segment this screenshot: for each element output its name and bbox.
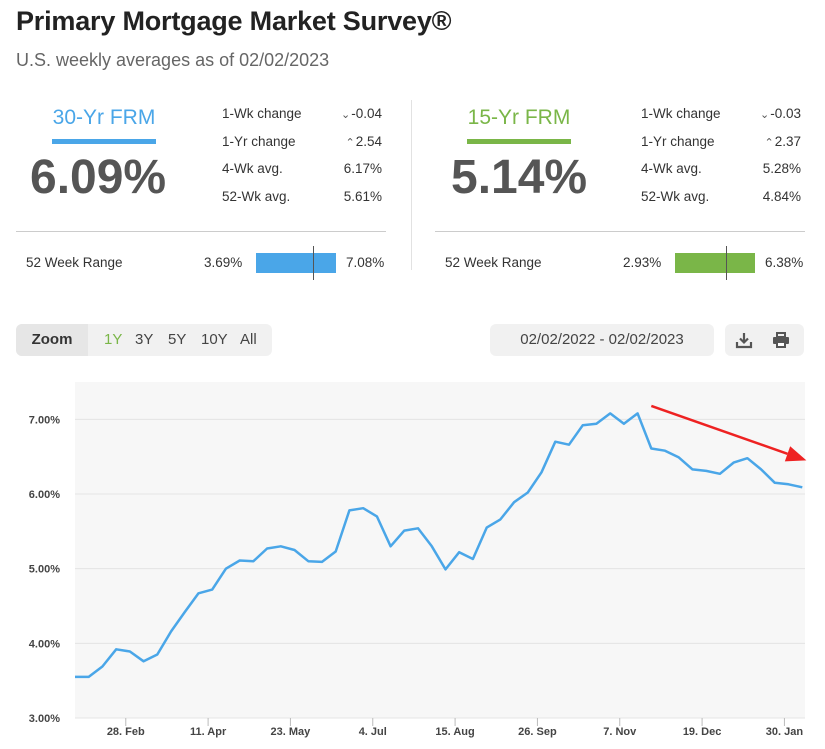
trend-annotation	[650, 404, 807, 462]
x-tick-label: 11. Apr	[190, 726, 227, 738]
plot-background	[75, 382, 805, 718]
chart-tools	[725, 324, 804, 356]
stat-value: 6.17%	[343, 161, 382, 176]
frm15-range-high: 6.38%	[765, 255, 804, 270]
x-tick-label: 23. May	[271, 726, 312, 738]
stat-label: 1-Yr change	[641, 133, 715, 149]
stat-value: 5.61%	[343, 188, 382, 204]
divider-line	[435, 231, 805, 232]
frm30-underline	[52, 139, 156, 144]
frm30-series-line	[75, 412, 803, 679]
stat-label: 4-Wk avg.	[641, 161, 702, 176]
frm15-range-bar	[675, 253, 755, 273]
frm30-rate: 6.09%	[30, 151, 167, 204]
x-tick-label: 30. Jan	[766, 726, 804, 738]
chevron-up-icon: ⌃	[764, 136, 774, 149]
frm15-52wk-row: 52-Wk avg. 4.84%	[641, 186, 801, 214]
stat-label: 1-Yr change	[222, 133, 296, 149]
frm15-4wk-row: 4-Wk avg. 5.28%	[641, 158, 801, 186]
stat-value: ⌃2.54	[345, 133, 383, 149]
y-tick-label: 5.00%	[29, 564, 60, 576]
frm15-range-marker	[726, 246, 728, 280]
frm30-range-marker	[312, 246, 314, 280]
y-tick-label: 6.00%	[29, 489, 60, 501]
x-tick-label: 19. Dec	[683, 726, 722, 738]
print-icon[interactable]	[769, 328, 793, 352]
zoom-bar: Zoom 1Y 3Y 5Y 10Y All	[16, 324, 272, 356]
frm30-range-label: 52 Week Range	[26, 255, 123, 270]
y-axis-ticks: 3.00% 4.00% 5.00% 6.00% 7.00%	[29, 414, 60, 725]
y-tick-label: 7.00%	[29, 414, 60, 426]
chevron-down-icon: ⌄	[341, 109, 351, 121]
page-subtitle: U.S. weekly averages as of 02/02/2023	[16, 50, 330, 70]
stat-value: 4.84%	[762, 188, 801, 204]
chevron-down-icon: ⌄	[760, 109, 770, 121]
stat-value: ⌄-0.04	[341, 106, 382, 121]
frm30-52wk-row: 52-Wk avg. 5.61%	[222, 186, 382, 214]
frm30-1wk-row: 1-Wk change ⌄-0.04	[222, 103, 382, 131]
zoom-1y-button[interactable]: 1Y	[104, 331, 123, 348]
frm30-range-bar	[256, 253, 336, 273]
y-tick-label: 4.00%	[29, 638, 60, 650]
stat-value: ⌄-0.03	[760, 106, 801, 121]
frm30-1yr-row: 1-Yr change ⌃2.54	[222, 131, 382, 159]
frm15-panel: 15-Yr FRM 5.14% 1-Wk change ⌄-0.03 1-Yr …	[435, 98, 805, 288]
stat-value: ⌃2.37	[764, 133, 802, 149]
stat-label: 1-Wk change	[222, 106, 302, 121]
frm30-stats: 1-Wk change ⌄-0.04 1-Yr change ⌃2.54 4-W…	[222, 103, 382, 213]
page-title: Primary Mortgage Market Survey®	[16, 6, 452, 36]
frm15-stats: 1-Wk change ⌄-0.03 1-Yr change ⌃2.37 4-W…	[641, 103, 801, 213]
frm15-range-label: 52 Week Range	[445, 255, 542, 270]
x-tick-label: 28. Feb	[107, 726, 145, 738]
x-tick-label: 7. Nov	[603, 726, 637, 738]
date-range-input[interactable]: 02/02/2022 - 02/02/2023	[490, 324, 714, 356]
frm15-1wk-row: 1-Wk change ⌄-0.03	[641, 103, 801, 131]
zoom-label: Zoom	[16, 324, 88, 356]
stat-label: 52-Wk avg.	[222, 188, 291, 204]
zoom-3y-button[interactable]: 3Y	[135, 331, 154, 348]
zoom-10y-button[interactable]: 10Y	[201, 331, 228, 348]
zoom-all-button[interactable]: All	[240, 331, 257, 348]
frm30-range-high: 7.08%	[346, 255, 385, 270]
frm15-range-low: 2.93%	[623, 255, 662, 270]
download-icon[interactable]	[732, 328, 756, 352]
x-tick-label: 15. Aug	[435, 726, 474, 738]
frm15-1yr-row: 1-Yr change ⌃2.37	[641, 131, 801, 159]
stat-value: 5.28%	[762, 161, 801, 176]
chevron-up-icon: ⌃	[345, 136, 355, 149]
rate-chart: 3.00% 4.00% 5.00% 6.00% 7.00% 28. Feb 11. Apr…	[29, 382, 807, 738]
arrow-head	[784, 446, 807, 462]
y-tick-label: 3.00%	[29, 713, 60, 725]
frm15-rate: 5.14%	[451, 151, 588, 204]
x-tick-label: 26. Sep	[518, 726, 557, 738]
frm30-name: 30-Yr FRM	[52, 106, 156, 129]
zoom-5y-button[interactable]: 5Y	[168, 331, 187, 348]
frm15-name: 15-Yr FRM	[467, 106, 571, 129]
frm30-4wk-row: 4-Wk avg. 6.17%	[222, 158, 382, 186]
x-tick-label: 4. Jul	[359, 726, 387, 738]
divider-line	[16, 231, 386, 232]
frm30-panel: 30-Yr FRM 6.09% 1-Wk change ⌄-0.04 1-Yr …	[16, 98, 386, 288]
stat-label: 1-Wk change	[641, 106, 721, 121]
x-axis-ticks: 28. Feb 11. Apr 23. May 4. Jul 15. Aug 26. Se…	[107, 718, 804, 738]
frm30-range-low: 3.69%	[204, 255, 243, 270]
frm15-underline	[467, 139, 571, 144]
stat-label: 4-Wk avg.	[222, 161, 283, 176]
arrow-shaft	[650, 404, 788, 455]
grid-lines	[75, 418, 805, 719]
panel-divider	[411, 100, 412, 270]
stat-label: 52-Wk avg.	[641, 188, 710, 204]
